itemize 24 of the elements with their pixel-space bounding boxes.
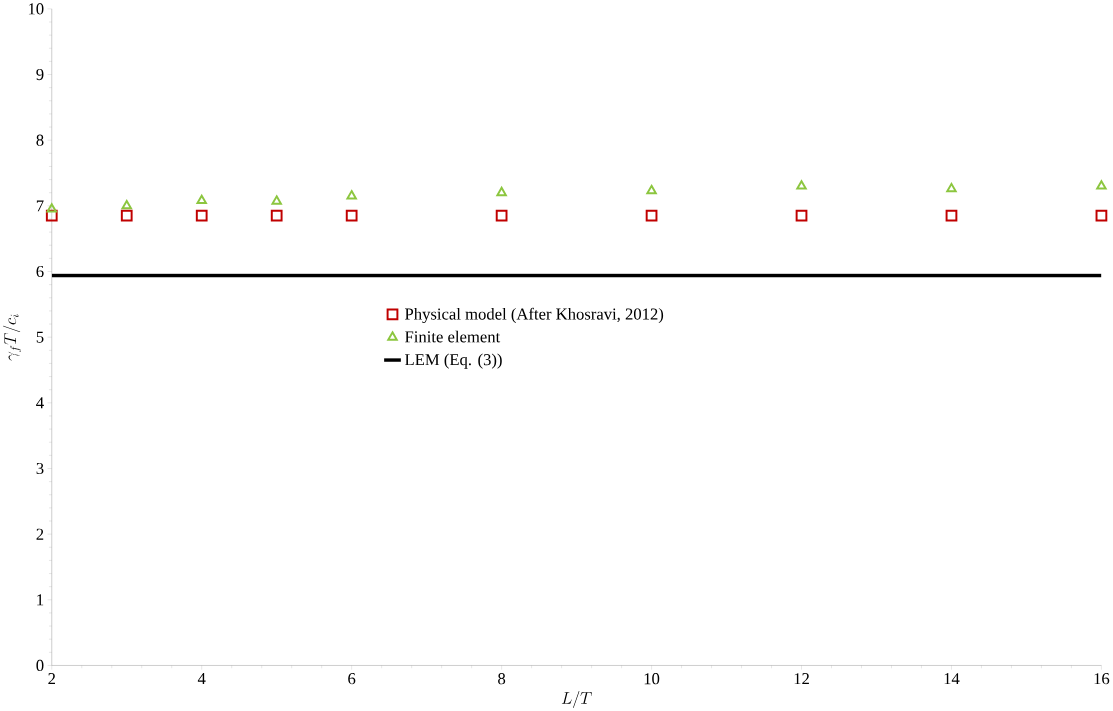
y-axis-title: $\gamma_f T/c_i$ — [3, 314, 21, 361]
x-tick-label: 16 — [1094, 673, 1110, 685]
legend-label: Physical model (After Khosravi, 2012) — [405, 307, 664, 323]
y-tick-label: 8 — [36, 134, 44, 146]
x-tick-label: 6 — [348, 673, 356, 685]
y-tick-label: 4 — [36, 397, 44, 409]
x-tick-label: 14 — [944, 673, 960, 684]
x-tick-label: 12 — [794, 673, 809, 685]
x-tick-label: 10 — [644, 673, 660, 685]
y-tick-label: 6 — [36, 265, 44, 278]
x-axis-title: $L/T$ — [561, 690, 592, 708]
x-tick-label: 8 — [498, 673, 506, 685]
y-tick-label: 2 — [36, 528, 44, 540]
legend-label: Finite element — [405, 330, 501, 343]
y-tick-label: 7 — [36, 200, 44, 212]
y-tick-label: 3 — [36, 462, 44, 474]
x-tick-label: 2 — [48, 673, 55, 685]
legend-label: LEM (Eq. (3)) — [405, 353, 502, 369]
y-tick-label: 0 — [36, 659, 44, 671]
x-tick-label: 4 — [197, 673, 206, 684]
y-tick-label: 5 — [36, 331, 44, 343]
y-tick-label: 9 — [36, 68, 44, 81]
y-tick-label: 10 — [28, 3, 44, 15]
y-tick-label: 1 — [37, 594, 44, 606]
